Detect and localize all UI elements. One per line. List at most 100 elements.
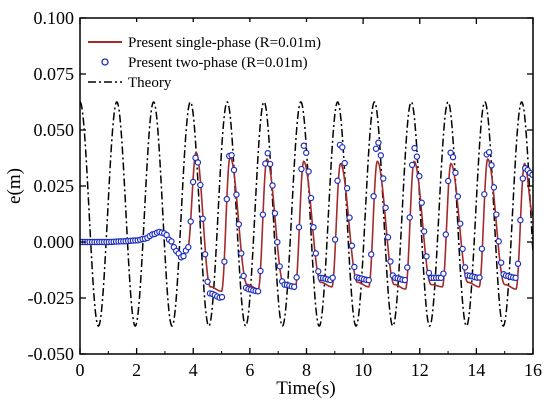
two-phase-point <box>254 288 262 295</box>
two-phase-point <box>476 274 483 281</box>
two-phase-point <box>512 274 519 282</box>
two-phase-point <box>425 269 433 277</box>
x-tick-label: 14 <box>467 360 485 380</box>
two-phase-point <box>367 251 375 258</box>
two-phase-point <box>452 169 459 176</box>
x-tick-label: 6 <box>245 360 254 380</box>
two-phase-point <box>185 243 192 251</box>
two-phase-point <box>329 274 336 281</box>
two-phase-point <box>461 264 469 271</box>
two-phase-point <box>380 175 387 182</box>
two-phase-point <box>497 259 505 266</box>
two-phase-point <box>339 144 346 151</box>
two-phase-point <box>180 252 187 260</box>
two-phase-point <box>334 177 341 184</box>
two-phase-point <box>305 168 312 175</box>
two-phase-point <box>295 224 303 231</box>
two-phase-point <box>478 245 486 252</box>
two-phase-point <box>228 152 235 159</box>
two-phase-point <box>199 215 206 222</box>
y-axis: -0.050 -0.025 0.000 0.025 0.050 0.075 0.100 <box>28 8 533 364</box>
two-phase-point <box>197 181 204 189</box>
two-phase-point <box>290 283 298 290</box>
x-tick-label: 8 <box>302 360 311 380</box>
two-phase-point <box>269 182 276 189</box>
two-phase-point <box>257 267 264 275</box>
two-phase-point <box>274 238 281 246</box>
two-phase-point <box>404 264 411 271</box>
x-axis-label: Time(s) <box>276 378 335 399</box>
two-phase-point <box>189 178 197 186</box>
two-phase-point <box>382 204 389 211</box>
two-phase-point <box>271 210 279 217</box>
two-phase-point <box>298 165 305 173</box>
theory-line <box>80 101 533 327</box>
two-phase-point <box>276 263 283 270</box>
two-phase-point <box>259 211 267 218</box>
two-phase-point <box>495 238 502 245</box>
two-phase-point <box>490 184 498 191</box>
y-tick-label: -0.025 <box>28 288 75 308</box>
two-phase-point <box>420 228 428 235</box>
two-phase-point <box>293 274 300 281</box>
y-tick-label: 0.100 <box>34 8 75 28</box>
two-phase-point <box>223 195 230 203</box>
two-phase-point <box>416 172 423 180</box>
two-phase-point <box>418 199 425 206</box>
two-phase-point <box>406 214 413 221</box>
x-axis: 0 2 4 6 8 10 12 14 16 <box>76 18 542 380</box>
legend-single-label: Present single-phase (R=0.01m) <box>128 35 321 51</box>
two-phase-point <box>331 236 339 243</box>
two-phase-point <box>488 161 495 169</box>
two-phase-point <box>240 272 247 280</box>
two-phase-point <box>454 193 462 200</box>
two-phase-point <box>201 251 209 258</box>
two-phase-point <box>168 238 175 245</box>
two-phase-point <box>310 223 317 231</box>
two-phase-point <box>401 276 409 284</box>
two-phase-point <box>307 194 315 202</box>
two-phase-point <box>457 220 464 227</box>
two-phase-point <box>445 177 452 185</box>
two-phase-point <box>370 192 377 200</box>
two-phase-point <box>372 145 380 152</box>
two-phase-point <box>221 258 228 265</box>
two-phase-point <box>375 139 382 146</box>
two-phase-point <box>238 250 245 257</box>
two-phase-point <box>303 149 310 157</box>
legend-two-swatch <box>101 58 109 66</box>
two-phase-point <box>351 263 358 271</box>
two-phase-point <box>384 234 392 241</box>
two-phase-point <box>440 270 447 277</box>
y-axis-label: e(m) <box>4 168 25 204</box>
two-phase-point <box>365 276 372 284</box>
theory-series <box>80 101 533 327</box>
y-tick-label: 0.025 <box>34 176 75 196</box>
two-phase-point <box>315 268 322 275</box>
two-phase-point <box>264 150 271 157</box>
two-phase-point <box>408 161 416 169</box>
two-phase-point <box>346 214 353 221</box>
legend-two-label: Present two-phase (R=0.01m) <box>128 55 308 71</box>
x-tick-label: 4 <box>189 360 198 380</box>
two-phase-point <box>442 231 449 238</box>
two-phase-point <box>411 144 418 152</box>
x-tick-label: 10 <box>354 360 372 380</box>
x-tick-label: 16 <box>524 360 542 380</box>
two-phase-point <box>235 221 243 228</box>
two-phase-point <box>348 242 356 249</box>
two-phase-point <box>517 216 524 224</box>
two-phase-point <box>423 253 430 260</box>
y-tick-label: -0.050 <box>28 344 75 364</box>
two-phase-point <box>449 153 457 161</box>
y-tick-label: 0.050 <box>34 120 75 140</box>
two-phase-point <box>194 159 202 166</box>
x-tick-label: 0 <box>76 360 85 380</box>
two-phase-point <box>230 166 238 174</box>
two-phase-point <box>485 149 493 156</box>
two-phase-point <box>266 160 274 168</box>
two-phase-point <box>233 191 240 198</box>
two-phase-point <box>519 175 527 182</box>
two-phase-point <box>514 260 522 267</box>
